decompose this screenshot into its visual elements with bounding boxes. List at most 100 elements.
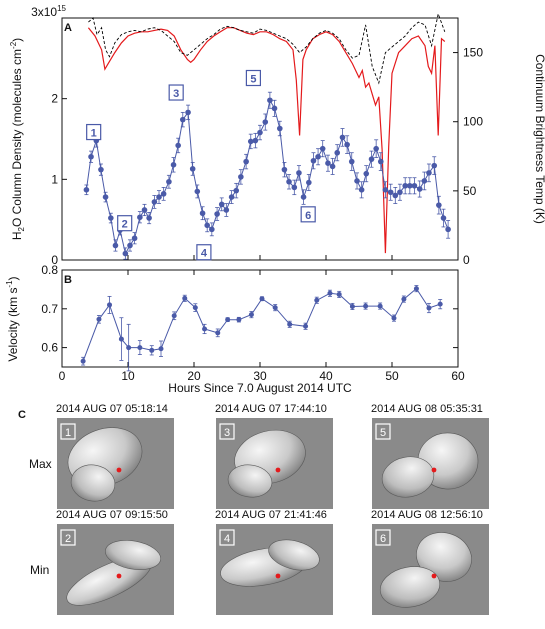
- image-timestamp: 2014 AUG 07 21:41:46: [215, 509, 327, 521]
- image-number: 5: [380, 427, 386, 439]
- hours-tick-label: 0: [59, 369, 66, 383]
- velocity-point: [215, 330, 221, 336]
- h2o-density-point: [267, 97, 273, 104]
- velocity-point: [437, 301, 443, 307]
- h2o-density-point: [334, 149, 341, 156]
- velocity-point: [171, 313, 177, 319]
- h2o-density-point: [233, 187, 240, 194]
- image-number: 4: [224, 533, 230, 545]
- velocity-point: [126, 345, 132, 351]
- velocity-point: [336, 291, 342, 297]
- velocity-point: [314, 297, 320, 303]
- h2o-density-point: [300, 194, 307, 200]
- h2o-density-point: [445, 226, 451, 233]
- nucleus-small-lobe: [379, 566, 441, 608]
- extremum-marker-label: 3: [173, 88, 179, 100]
- h2o-density-point: [402, 182, 409, 189]
- image-number-box: [375, 423, 391, 440]
- panel-a-label: A: [64, 22, 72, 34]
- h2o-density-point: [277, 125, 283, 132]
- subsolar-point: [431, 467, 437, 473]
- velocity-point: [377, 303, 383, 309]
- brightness-temp-model-line: [88, 12, 446, 85]
- h2o-density-point: [440, 215, 447, 221]
- hours-tick-label: 20: [187, 369, 201, 383]
- velocity-point: [363, 303, 369, 309]
- series-brightness-temp: [87, 27, 446, 254]
- extremum-marker-box: [196, 244, 212, 261]
- velocity-point: [272, 305, 278, 311]
- h2o-density-point: [431, 162, 438, 169]
- panel-b-x-ticks: 0 10 20 30 40 50 60: [59, 270, 465, 383]
- h2o-density-line: [85, 98, 449, 255]
- velocity-point: [182, 295, 188, 301]
- h2o-density-point: [281, 166, 288, 173]
- image-number: 3: [224, 427, 230, 439]
- h2o-density-point: [407, 182, 413, 189]
- extremum-marker-label: 6: [305, 210, 311, 222]
- velocity-point: [259, 296, 265, 302]
- h2o-density-point: [416, 186, 423, 192]
- h2o-density-point: [271, 105, 278, 112]
- h2o-density-point: [137, 214, 143, 221]
- h2o-density-point: [368, 156, 375, 162]
- panel-a-chart: A 0 1 2 3x1015 0 50 100 150 1 2 3 4 5 6 H2O Column …: [9, 4, 545, 267]
- h2o-density-point: [373, 145, 379, 152]
- velocity-point: [413, 286, 419, 292]
- h2o-density-point: [382, 187, 389, 193]
- hours-tick-label: 50: [385, 369, 399, 383]
- subsolar-point: [431, 573, 437, 579]
- h2o-density-point: [257, 129, 263, 136]
- h2o-density-point: [377, 158, 384, 165]
- h2o-density-point: [228, 194, 235, 200]
- subsolar-point: [275, 467, 281, 473]
- h2o-density-point: [214, 211, 220, 217]
- h2o-density-point: [344, 141, 350, 148]
- left-tick-label: 3x1015: [31, 4, 66, 19]
- h2o-density-point: [306, 179, 312, 186]
- nucleus-image-grid: 2014 AUG 07 05:18:14 1 2014 AUG 07 17:44:1…: [56, 403, 489, 615]
- right-tick-label: 150: [463, 46, 483, 60]
- h2o-density-point: [411, 182, 418, 189]
- velocity-point: [236, 317, 242, 323]
- h2o-density-point: [291, 184, 298, 191]
- h2o-density-point: [189, 166, 196, 172]
- h2o-density-point: [329, 163, 336, 170]
- extremum-marker-box: [245, 69, 261, 87]
- hours-tick-label: 30: [253, 369, 267, 383]
- velocity-tick-label: 0.8: [41, 263, 58, 277]
- h2o-density-point: [112, 242, 119, 249]
- left-tick-label: 2: [51, 92, 58, 106]
- h2o-density-point: [194, 188, 201, 195]
- h2o-density-point: [102, 194, 109, 200]
- velocity-point: [107, 302, 113, 308]
- velocity-point: [192, 305, 198, 311]
- h2o-density-point: [170, 162, 177, 168]
- h2o-density-point: [185, 109, 191, 116]
- h2o-density-point: [166, 178, 172, 185]
- nucleus-tile-4: 2014 AUG 07 21:41:46 4: [215, 509, 333, 615]
- panel-b-ylabel: Velocity (km s-1): [5, 276, 20, 361]
- extremum-marker-box: [117, 215, 133, 232]
- extremum-marker-label: 4: [201, 248, 208, 260]
- image-number-box: [375, 529, 391, 546]
- velocity-tick-label: 0.6: [41, 341, 58, 355]
- h2o-density-point: [310, 157, 317, 164]
- series-h2o-column-density: [83, 91, 451, 260]
- h2o-density-point: [108, 215, 114, 221]
- velocity-point: [401, 296, 407, 302]
- image-number: 2: [65, 533, 71, 545]
- subsolar-point: [116, 573, 122, 579]
- h2o-density-point: [426, 170, 432, 176]
- velocity-point: [158, 346, 164, 352]
- panel-b-label: B: [64, 274, 72, 286]
- h2o-density-point: [243, 158, 249, 165]
- nucleus-tile-2: 2014 AUG 07 09:15:50 2: [56, 509, 174, 615]
- h2o-density-point: [127, 242, 133, 249]
- subsolar-point: [116, 467, 122, 473]
- h2o-density-point: [315, 153, 321, 160]
- h2o-density-point: [175, 142, 181, 149]
- h2o-density-point: [421, 178, 428, 184]
- h2o-density-point: [218, 201, 225, 208]
- h2o-density-point: [146, 215, 152, 221]
